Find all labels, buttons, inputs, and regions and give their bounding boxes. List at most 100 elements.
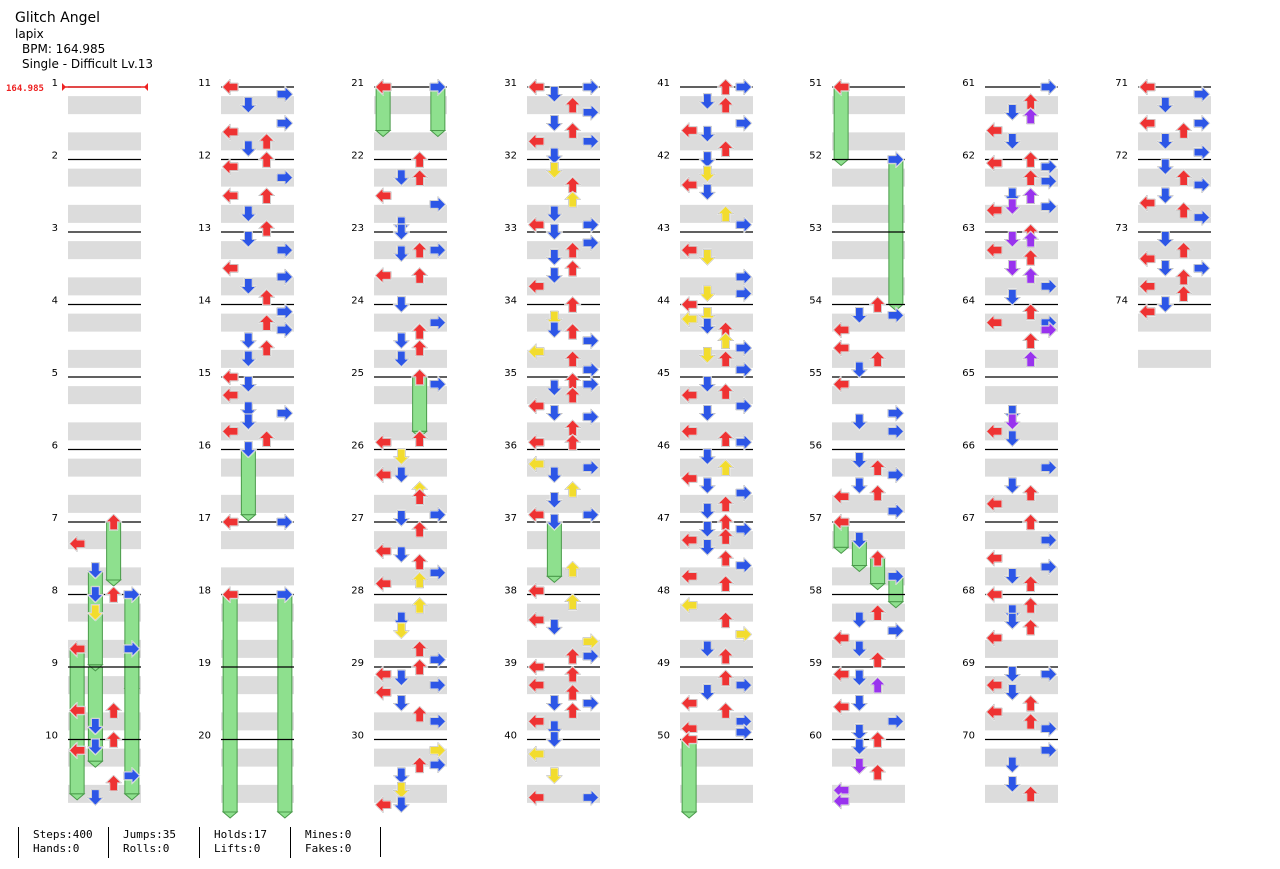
measure-band (527, 603, 600, 622)
measure-band (221, 168, 294, 187)
up-arrow-icon (1022, 694, 1040, 712)
up-arrow-icon (1175, 285, 1193, 303)
up-arrow-icon (564, 683, 582, 701)
down-arrow-icon (392, 694, 410, 712)
measure-band (832, 676, 905, 695)
right-arrow-icon (1193, 114, 1211, 132)
measure-number: 22 (351, 151, 364, 162)
up-arrow-icon (869, 676, 887, 694)
right-arrow-icon (1193, 259, 1211, 277)
right-arrow-icon (1040, 321, 1058, 339)
measure-number: 32 (504, 151, 517, 162)
down-arrow-icon (239, 332, 257, 350)
measure-number: 7 (52, 513, 58, 524)
hold-end (276, 811, 294, 819)
down-arrow-icon (392, 169, 410, 187)
up-arrow-icon (564, 665, 582, 683)
measure-band (68, 277, 141, 296)
down-arrow-icon (392, 332, 410, 350)
up-arrow-icon (411, 169, 429, 187)
measure-band (832, 531, 905, 550)
left-arrow-icon (374, 187, 392, 205)
down-arrow-icon (1003, 567, 1021, 585)
down-arrow-icon (1003, 683, 1021, 701)
right-arrow-icon (582, 103, 600, 121)
left-arrow-icon (374, 78, 392, 96)
right-arrow-icon (582, 694, 600, 712)
measure-band (221, 639, 294, 658)
song-artist: lapix (15, 27, 44, 41)
left-arrow-icon (221, 158, 239, 176)
measure-band (832, 204, 905, 223)
measure-number: 73 (1115, 223, 1128, 234)
right-arrow-icon (1193, 85, 1211, 103)
measure-band (680, 168, 753, 187)
up-arrow-icon (411, 368, 429, 386)
right-arrow-icon (735, 268, 753, 286)
hold-end (68, 793, 86, 801)
right-arrow-icon (887, 150, 905, 169)
measure-band (680, 784, 753, 803)
right-arrow-icon (582, 647, 600, 665)
down-arrow-icon (392, 295, 410, 314)
measure-band (374, 712, 447, 731)
stats-holds-col: Holds:17 Lifts:0 (199, 827, 267, 858)
down-arrow-icon (86, 585, 104, 604)
down-arrow-icon (86, 604, 104, 622)
measure-band (68, 748, 141, 767)
up-arrow-icon (564, 241, 582, 259)
down-arrow-icon (545, 618, 563, 636)
left-arrow-icon (1138, 194, 1156, 212)
hold-end (546, 575, 563, 584)
right-arrow-icon (735, 676, 753, 694)
up-arrow-icon (1022, 169, 1040, 187)
up-arrow-icon (258, 339, 276, 357)
measure-number: 34 (504, 296, 517, 307)
down-arrow-icon (392, 669, 410, 687)
measure-band (680, 531, 753, 550)
down-arrow-icon (698, 640, 716, 658)
down-arrow-icon (239, 140, 257, 158)
measure-band (527, 712, 600, 731)
left-arrow-icon (527, 397, 545, 415)
hold-end (123, 793, 141, 801)
up-arrow-icon (717, 350, 735, 368)
measure-number: 70 (962, 731, 975, 742)
down-arrow-icon (1156, 187, 1174, 205)
measure-number: 5 (52, 368, 58, 379)
down-arrow-icon (545, 114, 563, 132)
measure-band (221, 204, 294, 223)
measure-number: 28 (351, 586, 364, 597)
right-arrow-icon (1193, 143, 1211, 161)
measure-number: 29 (351, 658, 364, 669)
left-arrow-icon (527, 676, 545, 694)
measure-band (680, 313, 753, 332)
down-arrow-icon (545, 379, 563, 397)
down-arrow-icon (239, 413, 257, 431)
left-arrow-icon (1138, 250, 1156, 268)
left-arrow-icon (832, 321, 850, 339)
left-arrow-icon (985, 121, 1003, 140)
right-arrow-icon (1040, 172, 1058, 190)
up-arrow-icon (1175, 268, 1193, 286)
measure-band (527, 422, 600, 441)
measure-band (832, 494, 905, 513)
up-arrow-icon (1022, 513, 1040, 531)
stats-end-divider (380, 827, 381, 857)
right-arrow-icon (735, 339, 753, 357)
measure-band (374, 168, 447, 187)
left-arrow-icon (680, 730, 698, 749)
measure-band (374, 386, 447, 405)
measure-band (985, 712, 1058, 731)
down-arrow-icon (545, 161, 563, 179)
up-arrow-icon (717, 647, 735, 665)
measure-band (68, 204, 141, 223)
hold-end (240, 514, 257, 522)
down-arrow-icon (1003, 430, 1021, 448)
up-arrow-icon (1175, 201, 1193, 219)
down-arrow-icon (850, 757, 868, 775)
up-arrow-icon (105, 513, 123, 531)
measure-band (680, 132, 753, 151)
measure-band (832, 748, 905, 767)
up-arrow-icon (869, 651, 887, 669)
